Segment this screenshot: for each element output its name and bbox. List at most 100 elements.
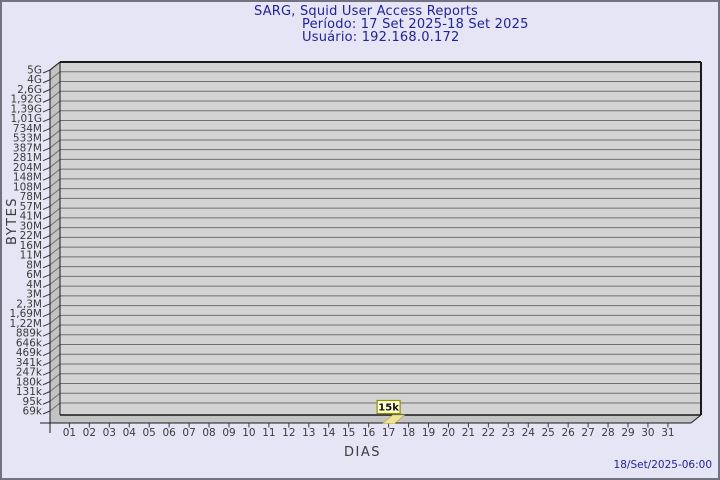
x-tick-label: 29 (621, 427, 634, 439)
wall-gridline (49, 402, 61, 412)
y-tick-label: 1,39G (10, 103, 42, 115)
y-tick (42, 69, 51, 74)
x-tick-label: 23 (502, 427, 515, 439)
x-tick-label: 13 (302, 427, 315, 439)
wall-gridline (49, 285, 61, 295)
y-tick-label: 11M (20, 250, 42, 262)
x-tick-label: 28 (601, 427, 614, 439)
x-tick-label: 14 (322, 427, 336, 439)
x-tick-label: 21 (462, 427, 475, 439)
x-tick-label: 10 (242, 427, 255, 439)
x-tick-label: 15 (342, 427, 355, 439)
x-tick-label: 11 (262, 427, 275, 439)
y-tick (42, 342, 51, 347)
y-tick (42, 225, 51, 230)
x-tick-label: 16 (362, 427, 376, 439)
x-tick-label: 01 (63, 427, 76, 439)
wall-gridline (49, 246, 61, 256)
x-tick-label: 25 (542, 427, 555, 439)
y-tick-label: 108M (13, 181, 42, 193)
x-tick-label: 12 (282, 427, 295, 439)
wall-gridline (49, 120, 61, 129)
y-tick (42, 118, 51, 123)
value-callout (376, 399, 401, 415)
y-tick (42, 196, 51, 201)
x-tick-label: 03 (103, 427, 116, 439)
x-tick-label: 31 (661, 427, 674, 439)
y-tick-label: 30M (20, 220, 42, 232)
wall-gridline (49, 305, 61, 314)
y-tick-label: 281M (13, 152, 42, 164)
x-tick-label: 08 (202, 427, 215, 439)
wall-gridline (49, 110, 61, 120)
wall-gridline (49, 90, 61, 100)
y-tick (42, 98, 51, 103)
y-tick-label: 3M (26, 289, 42, 301)
wall-gridline (49, 227, 61, 237)
wall-gridline (49, 100, 61, 110)
y-tick (42, 244, 51, 249)
chart-title: SARG, Squid User Access Reports (254, 4, 478, 19)
y-tick (42, 89, 51, 93)
wall-gridline (49, 314, 61, 324)
wall-gridline (49, 188, 61, 198)
wall-gridline (49, 139, 61, 149)
y-tick-label: 4M (26, 279, 42, 291)
y-tick-label: 95k (23, 396, 43, 408)
chart-user: Usuário: 192.168.0.172 (302, 30, 460, 45)
y-tick (42, 283, 51, 288)
y-tick (42, 147, 51, 152)
left-wall (50, 62, 60, 423)
y-tick-label: 5G (27, 65, 42, 77)
wall-gridline (49, 383, 61, 392)
value-callout-label: 15k (378, 403, 399, 414)
wall-gridline (49, 363, 61, 373)
y-tick-label: 2,3M (16, 298, 42, 310)
y-tick (42, 400, 51, 405)
y-tick (42, 293, 51, 298)
y-tick-label: 22M (20, 230, 42, 242)
y-tick (42, 235, 51, 240)
wall-gridline (49, 207, 61, 217)
y-tick (42, 166, 51, 171)
x-tick-label: 30 (641, 427, 654, 439)
wall-top-edge (49, 61, 61, 71)
y-tick (42, 264, 51, 269)
y-tick (42, 361, 51, 366)
y-tick-label: 78M (20, 191, 42, 203)
x-tick-label: 04 (123, 427, 137, 439)
y-tick-label: 1,01G (10, 113, 42, 125)
wall-gridline (49, 178, 61, 188)
y-tick (42, 186, 51, 191)
wall-gridline (49, 324, 61, 334)
x-tick-label: 17 (382, 427, 395, 439)
y-tick (42, 352, 51, 357)
y-tick (42, 127, 51, 132)
y-axis-title: BYTES (5, 196, 20, 245)
y-tick (42, 371, 51, 376)
x-tick-label: 20 (442, 427, 455, 439)
y-tick-label: 131k (16, 386, 43, 398)
y-tick (42, 322, 51, 327)
y-tick (42, 332, 51, 337)
wall-gridline (49, 81, 61, 90)
y-tick-label: 1,22M (10, 318, 42, 330)
wall-gridline (49, 392, 61, 402)
y-tick-label: 646k (16, 337, 43, 349)
y-tick-label: 1,69M (10, 308, 42, 320)
y-tick-label: 148M (13, 172, 42, 184)
y-tick-label: 2,6G (17, 84, 42, 96)
floor (50, 415, 701, 423)
wall-gridline (49, 217, 61, 227)
y-tick-label: 469k (16, 347, 43, 359)
floor-corner-edge (690, 414, 702, 424)
y-tick-label: 1,92G (10, 94, 42, 106)
y-tick-label: 41M (20, 211, 42, 223)
report-timestamp: 18/Set/2025-06:00 (613, 459, 712, 471)
wall-gridline (49, 353, 61, 363)
x-tick-label: 18 (402, 427, 415, 439)
x-tick-label: 09 (222, 427, 235, 439)
x-tick-label: 27 (581, 427, 594, 439)
